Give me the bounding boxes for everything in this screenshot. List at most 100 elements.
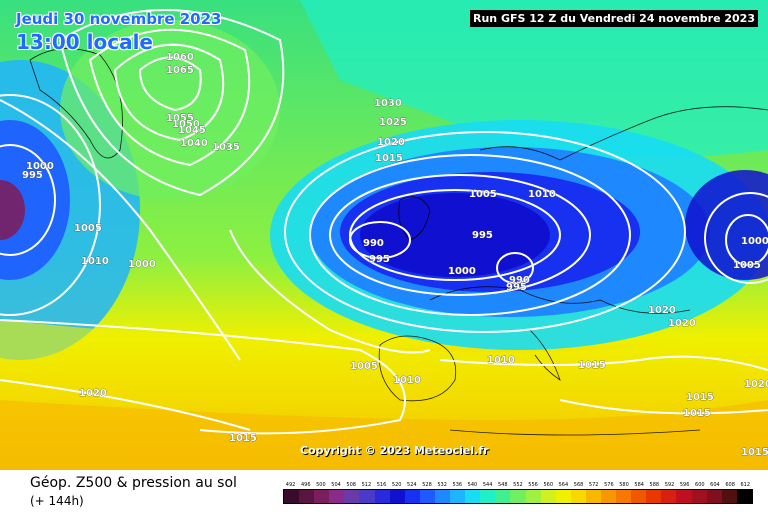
color-scale-label: 544 [482, 482, 493, 488]
weather-map: 1060 1065 1055 1050 1045 1040 1035 1030 … [0, 0, 768, 470]
color-scale: 492 496 500 504 508 512 516 520 524 528 532 536 540 5… [283, 481, 753, 504]
color-scale-swatch [691, 490, 707, 503]
isobar-label: 1010 [528, 189, 556, 200]
isobar-label: 1015 [375, 153, 403, 164]
color-scale-swatch [585, 490, 601, 503]
isobar-label: 1055 [166, 113, 194, 124]
isobar-label: 1010 [81, 256, 109, 267]
isobar-label: 1015 [578, 360, 606, 371]
color-scale-swatch [510, 490, 526, 503]
color-scale-label: 564 [558, 482, 569, 488]
isobar-label: 1000 [741, 236, 768, 247]
color-scale-swatch [631, 490, 647, 503]
color-scale-label: 496 [300, 482, 311, 488]
color-scale-label: 596 [679, 482, 690, 488]
color-scale-swatch [374, 490, 390, 503]
color-scale-label: 608 [725, 482, 735, 488]
isobar-label: 1030 [374, 98, 402, 109]
isobar-label: 1045 [178, 125, 206, 136]
isobar-label: 1020 [668, 318, 696, 329]
isobar-label: 1000 [448, 266, 476, 277]
color-scale-label: 584 [634, 482, 644, 488]
color-scale-swatch [661, 490, 677, 503]
isobar-label: 1000 [128, 259, 156, 270]
isobar-labels: 1060 1065 1055 1050 1045 1040 1035 1030 … [22, 52, 768, 459]
color-scale-label: 600 [695, 482, 705, 488]
color-scale-swatch [359, 490, 375, 503]
color-scale-label: 580 [619, 482, 629, 488]
color-scale-swatch [314, 490, 330, 503]
isobar-label: 1020 [377, 137, 405, 148]
color-scale-label: 556 [528, 482, 538, 488]
color-scale-label: 528 [422, 482, 432, 488]
color-scale-label: 516 [376, 482, 387, 488]
isobar-label: 1015 [683, 408, 711, 419]
color-scale-swatch [450, 490, 466, 503]
color-scale-swatch [344, 490, 360, 503]
isobar-label: 1000 [26, 161, 54, 172]
color-scale-label: 536 [452, 482, 463, 488]
color-scale-label: 492 [285, 482, 296, 488]
isobar-label: 1020 [648, 305, 676, 316]
color-scale-swatch [284, 490, 300, 503]
color-scale-label: 520 [391, 482, 402, 488]
color-scale-label: 588 [649, 482, 660, 488]
isobar-label: 1015 [229, 433, 257, 444]
coastlines [29, 48, 768, 436]
isobar-label: 990 [509, 275, 530, 286]
model-run-info: Run GFS 12 Z du Vendredi 24 novembre 202… [470, 10, 758, 27]
isobar-label: 995 [506, 282, 527, 293]
isobar-lines [0, 9, 768, 435]
isobar-label: 1015 [686, 392, 714, 403]
color-scale-swatch [616, 490, 632, 503]
color-scale-label: 548 [497, 482, 508, 488]
isobar-label: 995 [369, 254, 390, 265]
color-scale-label: 572 [588, 482, 599, 488]
isobar-label: 1020 [79, 388, 107, 399]
color-scale-label: 612 [740, 482, 751, 488]
color-scale-swatch [706, 490, 722, 503]
color-scale-swatch [600, 490, 617, 503]
isobar-label: 995 [22, 170, 43, 181]
color-scale-swatch [540, 490, 556, 503]
isobar-label: 1060 [166, 52, 194, 63]
isobar-label: 1005 [350, 361, 378, 372]
copyright-notice: Copyright © 2023 Meteociel.fr [300, 444, 489, 457]
color-scale-swatch [646, 490, 662, 503]
isobar-label: 1040 [180, 138, 208, 149]
isobar-label: 1020 [744, 379, 768, 390]
color-scale-swatch [419, 490, 435, 503]
color-scale-label: 552 [513, 482, 523, 488]
color-scale-label: 508 [346, 482, 356, 488]
isobar-label: 1005 [74, 223, 102, 234]
color-scale-label: 568 [573, 482, 584, 488]
color-scale-swatch [480, 490, 496, 503]
color-scale-swatch [329, 490, 345, 503]
isobar-label: 1035 [212, 142, 240, 153]
color-scale-swatch [495, 490, 511, 503]
color-scale-label: 576 [604, 482, 614, 488]
color-scale-swatch [570, 490, 586, 503]
color-scale-label: 592 [664, 482, 675, 488]
isobar-label: 1015 [741, 447, 768, 458]
color-scale-swatch [465, 490, 481, 503]
color-scale-swatch [736, 490, 752, 503]
color-scale-label: 504 [331, 482, 341, 488]
isobar-label: 1050 [172, 119, 200, 130]
isobar-label: 1025 [379, 117, 407, 128]
color-scale-labels: 492 496 500 504 508 512 516 520 524 528 532 536 540 5… [283, 481, 753, 489]
color-scale-label: 524 [407, 482, 417, 488]
color-scale-label: 512 [361, 482, 372, 488]
isobar-label: 1010 [393, 375, 421, 386]
isobar-label: 1010 [487, 355, 515, 366]
color-scale-label: 540 [467, 482, 478, 488]
color-scale-swatch [525, 490, 541, 503]
forecast-local-time: 13:00 locale [16, 30, 153, 54]
color-scale-swatch [404, 490, 420, 503]
color-scale-bar [283, 489, 753, 504]
color-scale-swatch [676, 490, 692, 503]
isobar-label: 1005 [469, 189, 497, 200]
color-scale-label: 560 [543, 482, 553, 488]
isobar-label: 1005 [733, 260, 761, 271]
forecast-date: Jeudi 30 novembre 2023 [16, 10, 222, 28]
